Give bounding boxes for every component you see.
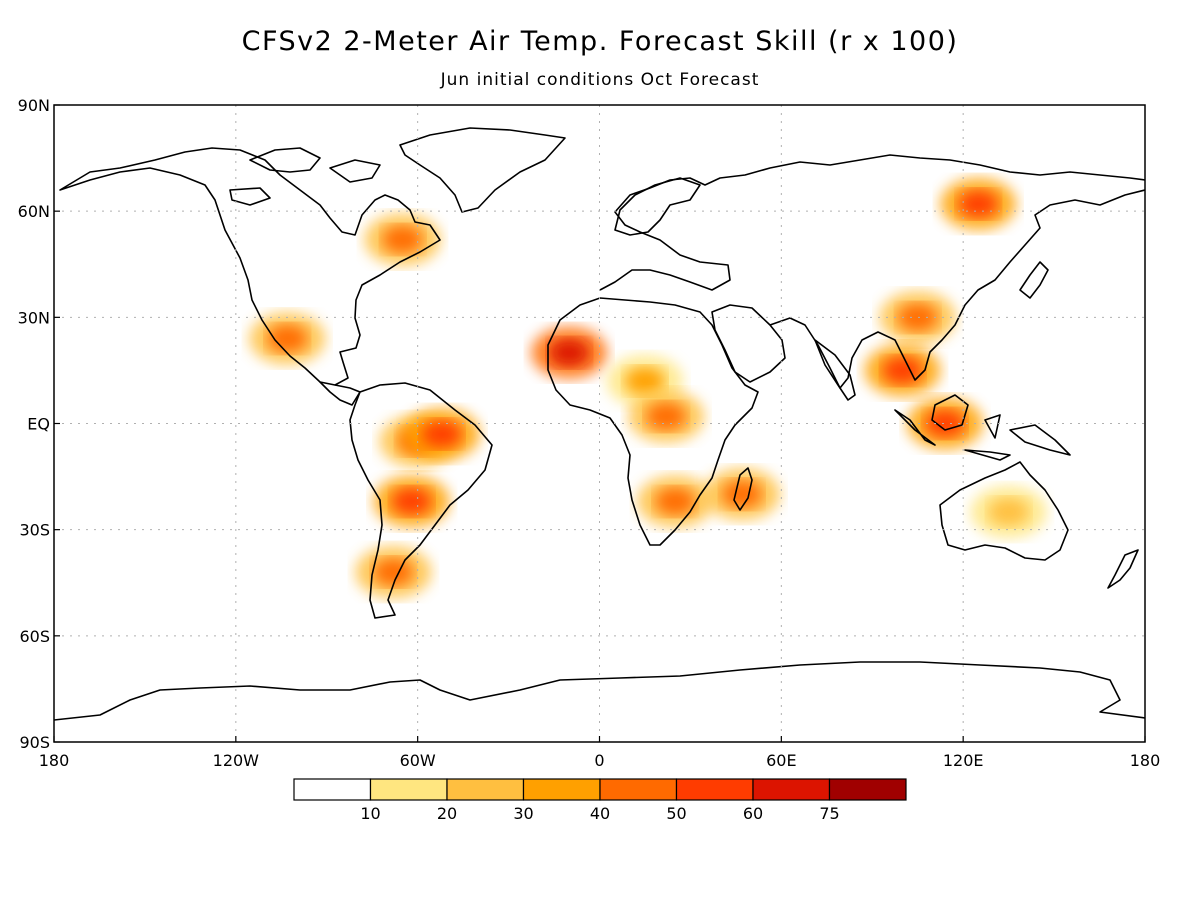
colorbar-label: 75 <box>819 804 839 823</box>
skill-region-core <box>391 487 432 516</box>
skill-region-core <box>549 338 590 367</box>
longitude-label: 180 <box>39 751 70 770</box>
colorbar-label: 40 <box>590 804 610 823</box>
skill-region-core <box>373 558 414 587</box>
arabia-coast <box>711 304 786 383</box>
colorbar-swatch <box>675 778 754 801</box>
central-america-coast <box>319 381 361 406</box>
map-title: CFSv2 2-Meter Air Temp. Forecast Skill (… <box>241 26 959 57</box>
new-zealand-coast <box>1107 549 1139 589</box>
longitude-label: 180 <box>1130 751 1161 770</box>
colorbar-swatch <box>752 778 831 801</box>
latitude-label: 60N <box>18 202 50 221</box>
europe-coast <box>599 154 1145 291</box>
colorbar-swatch <box>369 778 448 801</box>
colorbar-swatch <box>828 778 907 801</box>
japan-coast <box>1019 261 1049 299</box>
latitude-label: 90S <box>19 733 50 752</box>
india-coast <box>814 339 856 401</box>
skill-region-core <box>382 225 423 254</box>
skill-region-core <box>924 409 965 438</box>
colorbar-swatch <box>522 778 601 801</box>
scandinavia-coast <box>614 177 701 236</box>
south-america-coast <box>349 382 493 619</box>
madagascar-coast <box>733 467 753 511</box>
colorbar: 10 20 30 40 50 60 75 <box>293 778 907 823</box>
latitude-label: 30N <box>18 308 50 327</box>
latitude-label: 90N <box>18 96 50 115</box>
colorbar-swatch <box>599 778 678 801</box>
antarctica-coast <box>54 661 1145 721</box>
skill-region-core <box>267 324 308 353</box>
colorbar-label: 10 <box>360 804 380 823</box>
longitude-labels: 180 120W 60W 0 60E 120E 180 <box>39 736 1161 770</box>
longitude-label: 0 <box>594 751 604 770</box>
graticule <box>54 105 1145 742</box>
longitude-label: 120E <box>943 751 984 770</box>
maritime-continent-coast <box>894 394 1071 461</box>
greenland-coast <box>399 127 566 213</box>
latitude-labels: 90N 60N 30N EQ 30S 60S 90S <box>18 96 60 752</box>
skill-region-core <box>721 480 762 509</box>
skill-shading <box>249 178 1047 599</box>
north-america-coast <box>59 147 441 386</box>
skill-region-core <box>882 356 923 385</box>
skill-region-core <box>655 487 696 516</box>
skill-region-core <box>624 367 665 396</box>
australia-coast <box>939 461 1069 561</box>
coastlines <box>54 127 1145 721</box>
colorbar-label: 50 <box>666 804 686 823</box>
skill-region-core <box>988 497 1029 526</box>
latitude-label: EQ <box>27 415 50 434</box>
colorbar-label: 60 <box>743 804 763 823</box>
skill-region-core <box>958 190 999 219</box>
longitude-label: 120W <box>213 751 260 770</box>
arctic-islands-coast <box>229 147 381 206</box>
longitude-label: 60E <box>766 751 796 770</box>
skill-region-core <box>897 303 938 332</box>
africa-coast <box>547 297 759 546</box>
latitude-label: 60S <box>19 627 50 646</box>
colorbar-label: 20 <box>437 804 457 823</box>
skill-region-core <box>421 420 462 449</box>
map-subtitle: Jun initial conditions Oct Forecast <box>440 70 760 90</box>
colorbar-label: 30 <box>513 804 533 823</box>
latitude-label: 30S <box>19 521 50 540</box>
colorbar-swatch <box>446 778 525 801</box>
colorbar-swatch <box>293 778 372 801</box>
longitude-label: 60W <box>400 751 436 770</box>
skill-region-core <box>646 402 687 431</box>
